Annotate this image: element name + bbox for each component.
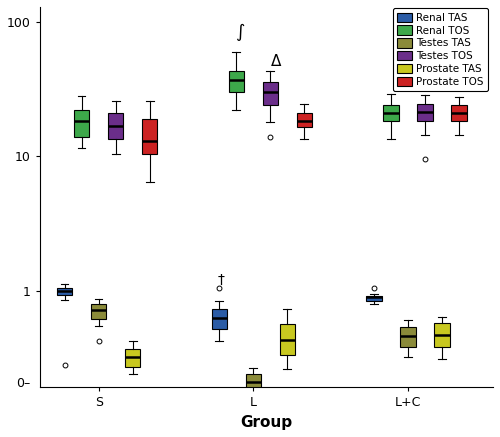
PathPatch shape (366, 295, 382, 301)
PathPatch shape (418, 104, 432, 121)
PathPatch shape (212, 309, 227, 329)
PathPatch shape (383, 105, 398, 121)
PathPatch shape (125, 349, 140, 367)
PathPatch shape (434, 323, 450, 347)
PathPatch shape (108, 113, 124, 139)
Legend: Renal TAS, Renal TOS, Testes TAS, Testes TOS, Prostate TAS, Prostate TOS: Renal TAS, Renal TOS, Testes TAS, Testes… (394, 8, 488, 91)
PathPatch shape (262, 82, 278, 105)
X-axis label: Group: Group (240, 415, 292, 430)
PathPatch shape (74, 111, 90, 137)
PathPatch shape (296, 113, 312, 127)
Text: 0–: 0– (16, 377, 31, 389)
PathPatch shape (228, 71, 244, 92)
PathPatch shape (400, 326, 415, 347)
PathPatch shape (142, 119, 158, 154)
PathPatch shape (452, 105, 467, 121)
Text: †: † (218, 273, 224, 287)
PathPatch shape (280, 324, 295, 355)
PathPatch shape (57, 288, 72, 295)
Text: ∫: ∫ (234, 24, 244, 42)
Text: Δ: Δ (272, 54, 281, 69)
PathPatch shape (246, 374, 261, 392)
PathPatch shape (91, 304, 106, 319)
